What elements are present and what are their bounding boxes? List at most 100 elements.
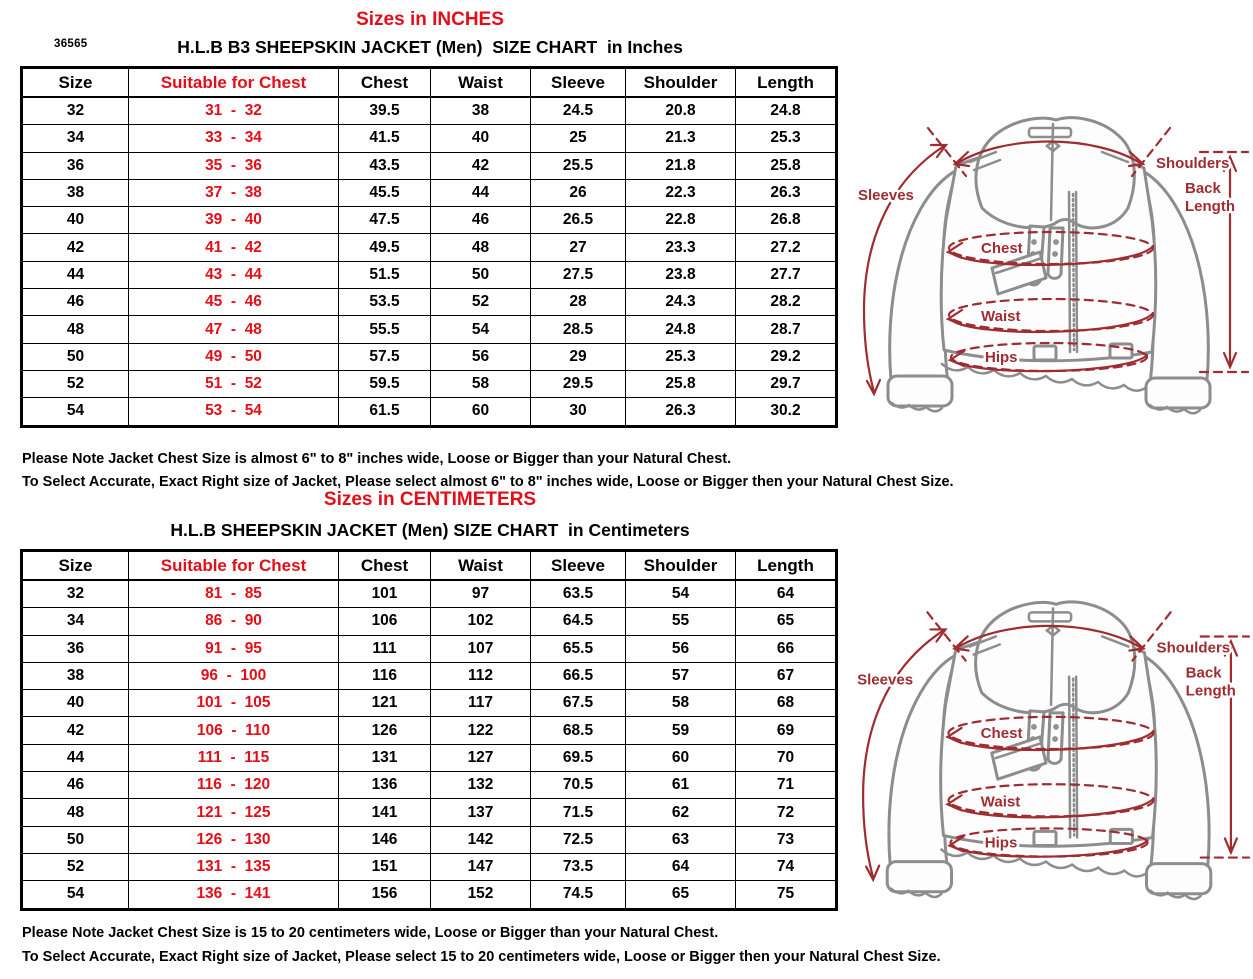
table-cell: 27.5 [530, 260, 626, 290]
table-cell: 29.5 [530, 369, 626, 399]
chest-label: Chest [981, 240, 1023, 257]
table-cell: 22.3 [625, 178, 736, 208]
table-cell: 136 [338, 771, 431, 800]
waist-measure-swoosh [948, 311, 1155, 334]
table-cell: 73 [735, 825, 837, 854]
table-cell: 107 [430, 634, 531, 663]
table-row: 40 101 - 105 121 117 67.5 58 68 [21, 689, 837, 718]
column-header: Chest [338, 550, 431, 581]
table-cell: 106 - 110 [128, 716, 339, 745]
table-cell: 26.3 [625, 397, 736, 427]
table-row: 42 41 - 42 49.5 48 27 23.3 27.2 [21, 233, 837, 262]
table-cell: 64.5 [530, 607, 626, 636]
table-cell: 59 [625, 716, 736, 745]
product-code: 36565 [54, 38, 88, 50]
zipper-left-edge [1067, 675, 1072, 839]
table-cell: 97 [430, 579, 531, 609]
shoulder-mark-left [926, 611, 967, 662]
fur-collar [974, 116, 1136, 230]
table-cell: 111 [338, 634, 431, 663]
table-cell: 131 [338, 743, 431, 773]
table-row: 54 53 - 54 61.5 60 30 26.3 30.2 [21, 397, 837, 427]
jacket-sketch [886, 116, 1212, 415]
table-cell: 29.2 [735, 342, 837, 371]
table-cell: 75 [735, 880, 837, 910]
table-cell: 34 [21, 607, 129, 636]
table-cell: 62 [625, 798, 736, 827]
waist-measure-swoosh [948, 797, 1155, 819]
table-cell: 29.7 [735, 369, 837, 399]
table-cell: 96 - 100 [128, 661, 339, 691]
table-row: 44 111 - 115 131 127 69.5 60 70 [21, 743, 837, 773]
table-cell: 25.3 [735, 124, 837, 153]
collar-hanger [1027, 611, 1073, 623]
table-cell: 33 - 34 [128, 124, 339, 153]
sleeves-arrowhead-top [929, 143, 949, 159]
chest-pocket [990, 250, 1048, 296]
table-cell: 52 [21, 852, 129, 882]
table-cell: 40 [21, 689, 129, 718]
table-cell: 71 [735, 771, 837, 800]
table-cell: 101 - 105 [128, 689, 339, 718]
table-cell: 32 [21, 96, 129, 126]
table-row: 38 37 - 38 45.5 44 26 22.3 26.3 [21, 178, 837, 208]
table-cell: 67.5 [530, 689, 626, 718]
table-cell: 132 [430, 771, 531, 800]
chest-label: Chest [981, 725, 1023, 742]
zipper-teeth [1071, 192, 1076, 352]
table-cell: 39 - 40 [128, 206, 339, 235]
table-cell: 20.8 [625, 96, 736, 126]
table-cell: 126 [338, 716, 431, 745]
strap-hole [1053, 239, 1059, 245]
hem-tab-left [1032, 344, 1058, 362]
table-cell: 71.5 [530, 798, 626, 827]
table-cell: 39.5 [338, 96, 431, 126]
table-cell: 74 [735, 852, 837, 882]
table-row: 48 47 - 48 55.5 54 28.5 24.8 28.7 [21, 315, 837, 344]
table-cell: 68 [735, 689, 837, 718]
back-length-label-line2: Length [1185, 198, 1235, 215]
collar-star-detail [1045, 623, 1062, 638]
table-row: 54 136 - 141 156 152 74.5 65 75 [21, 880, 837, 910]
table-cell: 69 [735, 716, 837, 745]
table-cell: 68.5 [530, 716, 626, 745]
back-length-label-line2: Length [1186, 683, 1236, 700]
back-length-label-line1: Back [1186, 665, 1223, 682]
chest-arrowhead [945, 726, 963, 745]
table-row: 40 39 - 40 47.5 46 26.5 22.8 26.8 [21, 206, 837, 235]
table-cell: 136 - 141 [128, 880, 339, 910]
table-cell: 70 [735, 743, 837, 773]
centimeters-section-title: Sizes in CENTIMETERS [323, 489, 537, 510]
centimeters-note-1: Please Note Jacket Chest Size is 15 to 2… [22, 925, 719, 941]
table-cell: 64 [735, 579, 837, 609]
table-cell: 48 [430, 233, 531, 262]
table-cell: 111 - 115 [128, 743, 339, 773]
table-row: 36 35 - 36 43.5 42 25.5 21.8 25.8 [21, 151, 837, 180]
table-cell: 53.5 [338, 288, 431, 317]
table-cell: 29 [530, 342, 626, 371]
table-cell: 137 [430, 798, 531, 827]
shoulders-arrowhead-right [1127, 150, 1146, 168]
column-header: Waist [430, 550, 531, 581]
table-row: 42 106 - 110 126 122 68.5 59 69 [21, 716, 837, 745]
left-shoulder-seam [968, 635, 1002, 656]
shoulders-arrowhead-left [952, 635, 970, 652]
table-row: 32 81 - 85 101 97 63.5 54 64 [21, 579, 837, 609]
table-cell: 42 [430, 151, 531, 180]
table-cell: 122 [430, 716, 531, 745]
table-cell: 121 [338, 689, 431, 718]
zipper-left-edge [1067, 190, 1072, 354]
shoulder-mark-right [1131, 611, 1172, 662]
sleeves-arc [862, 144, 946, 394]
table-cell: 74.5 [530, 880, 626, 910]
column-header: Chest [338, 67, 431, 98]
table-cell: 116 [338, 661, 431, 691]
column-header: Sleeve [530, 67, 626, 98]
right-fur-cuff [1144, 376, 1212, 410]
table-cell: 73.5 [530, 852, 626, 882]
table-cell: 21.8 [625, 151, 736, 180]
table-row: 38 96 - 100 116 112 66.5 57 67 [21, 661, 837, 691]
column-header: Suitable for Chest [128, 67, 339, 98]
table-cell: 26.8 [735, 206, 837, 235]
table-cell: 63.5 [530, 579, 626, 609]
